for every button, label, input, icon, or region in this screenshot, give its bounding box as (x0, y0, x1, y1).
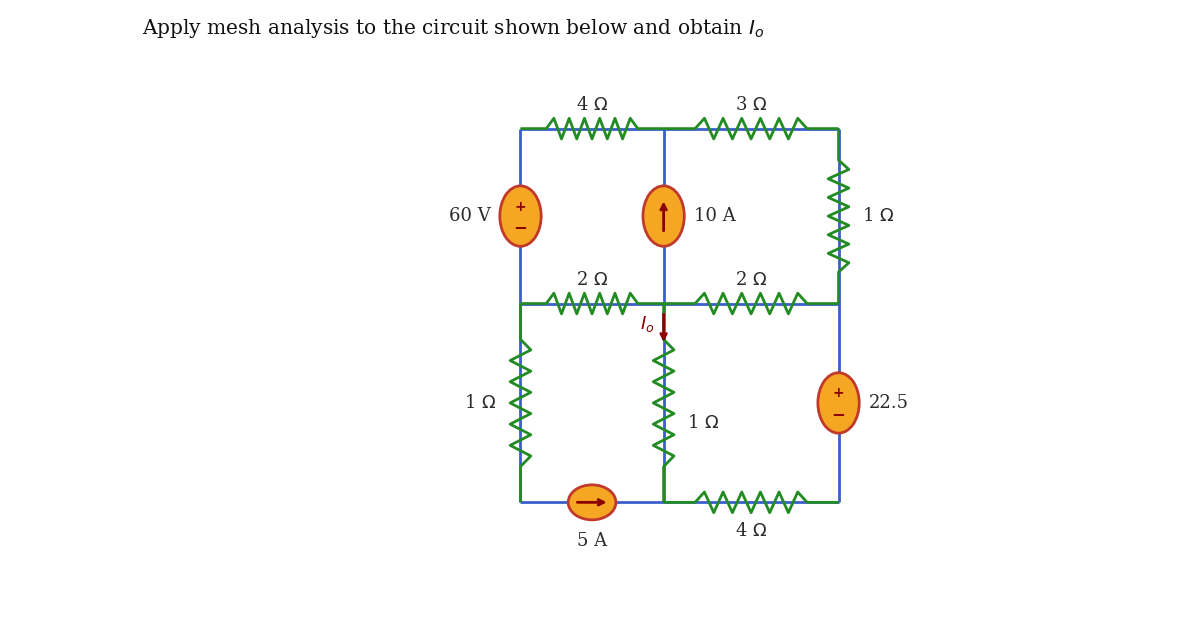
Text: +: + (515, 199, 527, 214)
Ellipse shape (643, 186, 684, 246)
Text: +: + (833, 386, 845, 401)
Text: −: − (514, 218, 528, 236)
Text: 4 $\Omega$: 4 $\Omega$ (576, 97, 608, 114)
Ellipse shape (818, 373, 859, 433)
Ellipse shape (500, 186, 541, 246)
Text: 3 $\Omega$: 3 $\Omega$ (734, 97, 767, 114)
Text: 60 V: 60 V (449, 207, 491, 225)
Text: −: − (832, 405, 846, 423)
Text: 2 $\Omega$: 2 $\Omega$ (576, 271, 608, 289)
Text: 22.5: 22.5 (869, 394, 908, 412)
Text: Apply mesh analysis to the circuit shown below and obtain $I_o$: Apply mesh analysis to the circuit shown… (142, 17, 764, 40)
Text: 2 $\Omega$: 2 $\Omega$ (734, 271, 767, 289)
Ellipse shape (568, 485, 616, 520)
Text: 1 $\Omega$: 1 $\Omega$ (688, 414, 720, 432)
Text: 4 $\Omega$: 4 $\Omega$ (734, 522, 767, 540)
Text: 10 A: 10 A (694, 207, 736, 225)
Text: 5 A: 5 A (577, 532, 607, 549)
Text: 1 $\Omega$: 1 $\Omega$ (464, 394, 497, 412)
Text: $I_o$: $I_o$ (640, 314, 654, 334)
Text: 1 $\Omega$: 1 $\Omega$ (863, 207, 894, 225)
